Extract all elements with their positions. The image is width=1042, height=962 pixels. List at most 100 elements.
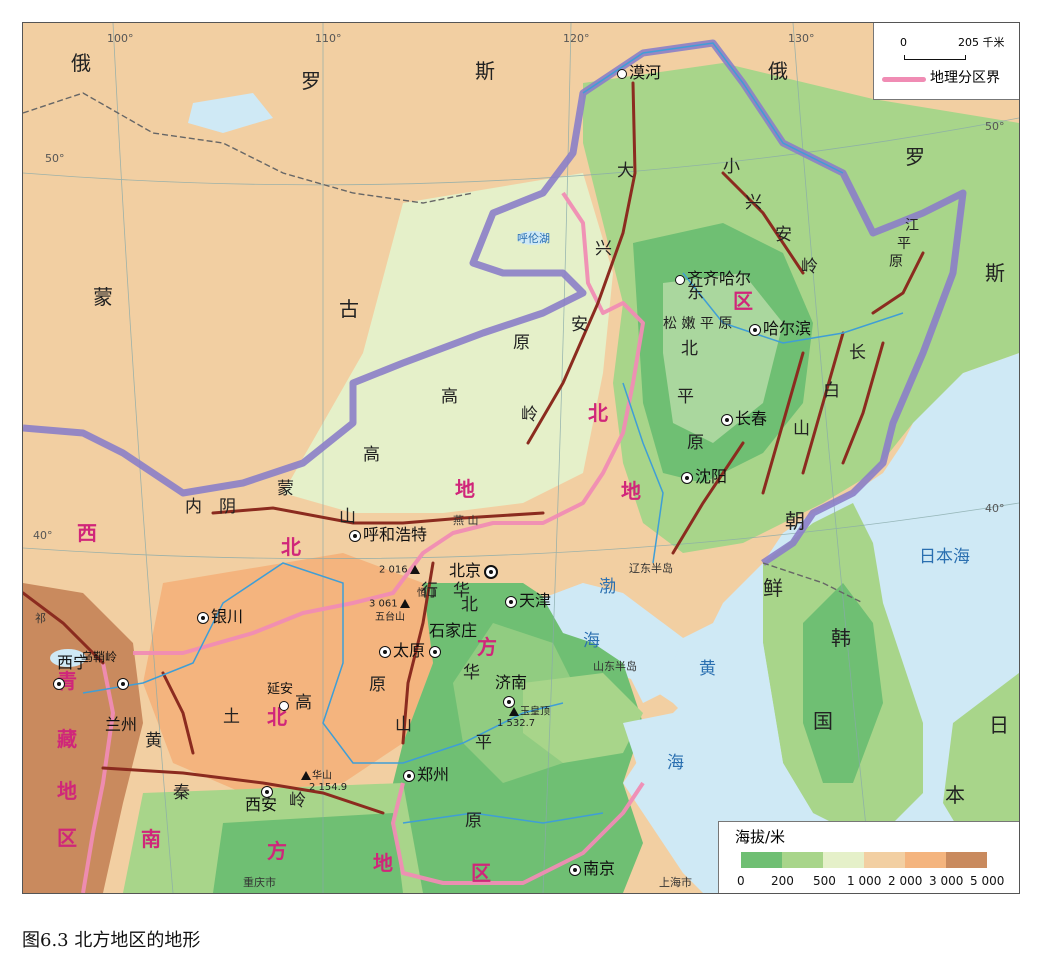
peak-icon bbox=[409, 565, 420, 574]
peak-icon bbox=[301, 771, 311, 780]
terrain-yanshan: 燕 山 bbox=[453, 514, 479, 527]
region-northwest-3: 北 bbox=[267, 705, 287, 729]
town-icon bbox=[279, 700, 289, 711]
boundary-swatch bbox=[882, 77, 926, 82]
country-russia-3: 斯 bbox=[475, 59, 495, 83]
elevation-tick-5: 3 000 bbox=[929, 874, 964, 888]
city-harbin: 哈尔滨 bbox=[749, 321, 811, 337]
river-huai bbox=[402, 812, 604, 824]
terrain-nmg-4: 高 bbox=[441, 387, 458, 407]
grid-label-100: 100° bbox=[107, 32, 134, 45]
country-russia-east-3: 斯 bbox=[985, 261, 1005, 285]
terrain-changbai-1: 长 bbox=[849, 343, 866, 363]
lake-baikal bbox=[188, 93, 273, 133]
city-changchun: 长春 bbox=[721, 411, 767, 427]
terrain-huabei-3: 华 bbox=[463, 663, 480, 683]
city-yanan: 延安 bbox=[267, 682, 294, 697]
terrain-nmg-2: 蒙 bbox=[277, 479, 294, 499]
terrain-liaodong: 辽东半岛 bbox=[629, 562, 673, 575]
elevation-tick-0: 0 bbox=[737, 874, 745, 888]
capital-icon bbox=[261, 785, 273, 798]
terrain-yinshan-2: 山 bbox=[339, 507, 356, 527]
terrain-dongbei-2: 北 bbox=[681, 339, 698, 359]
city-lanzhou-icon bbox=[117, 675, 131, 691]
terrain-qilian: 祁 bbox=[35, 612, 46, 625]
elevation-legend: 海拔/米 0 200 500 1 000 2 000 3 000 5 000 bbox=[718, 821, 1019, 893]
elevation-swatch-3 bbox=[823, 852, 864, 868]
sea-yellow-1: 黄 bbox=[699, 659, 716, 679]
sea-bohai-1: 渤 bbox=[599, 577, 616, 597]
city-mohe: 漠河 bbox=[617, 65, 661, 81]
river-songhua bbox=[682, 272, 904, 344]
landmass-japan bbox=[943, 673, 1019, 853]
city-chongqing: 重庆市 bbox=[243, 876, 276, 889]
city-qiqihar: 齐齐哈尔 bbox=[675, 271, 751, 287]
country-japan-2: 本 bbox=[945, 783, 965, 807]
terrain-huabei-2: 北 bbox=[461, 595, 478, 615]
terrain-changbai-3: 山 bbox=[793, 419, 810, 439]
ridge-taihang bbox=[401, 561, 435, 745]
peak-taishan: 玉皇顶 bbox=[509, 707, 550, 718]
terrain-dongbei-1: 东 bbox=[687, 283, 704, 303]
ridge-xiao-hinggan bbox=[721, 171, 805, 275]
city-xian: 西安 bbox=[245, 795, 278, 814]
grid-label-120: 120° bbox=[563, 32, 590, 45]
figure-caption: 图6.3 北方地区的地形 bbox=[22, 930, 201, 951]
ridge-liupan bbox=[161, 671, 195, 755]
capital-icon bbox=[349, 529, 361, 542]
grid-label-40w: 40° bbox=[33, 529, 53, 542]
terrain-huabei-1: 华 bbox=[453, 581, 470, 601]
elevation-swatch-1 bbox=[741, 852, 782, 868]
region-qt-3: 地 bbox=[57, 779, 77, 803]
capital-icon bbox=[403, 769, 415, 782]
map-frame: 100° 110° 120° 130° 50° 50° 40° 40° 俄 罗 … bbox=[22, 22, 1020, 894]
terrain-loess-2: 土 bbox=[223, 707, 240, 727]
ridge-da-hinggan bbox=[526, 81, 637, 445]
scale-zero: 0 bbox=[900, 36, 907, 49]
scale-legend-box: 0 205 千米 地理分区界 bbox=[873, 23, 1019, 100]
ridge-qilian bbox=[23, 591, 105, 665]
terrain-songnen: 松 嫩 平 原 bbox=[663, 316, 733, 332]
sea-japan: 日本海 bbox=[919, 547, 970, 567]
elevation-swatch-6 bbox=[946, 852, 987, 868]
region-south-4: 区 bbox=[471, 861, 491, 885]
sea-bohai-2: 海 bbox=[583, 631, 600, 651]
national-border bbox=[23, 39, 967, 566]
city-tianjin: 天津 bbox=[505, 593, 551, 609]
capital-icon bbox=[197, 611, 209, 624]
region-north-fang: 方 bbox=[477, 635, 497, 659]
lake-hulun-label: 呼伦湖 bbox=[517, 232, 550, 245]
peak-wutai: 3 061 bbox=[369, 599, 411, 610]
capital-icon bbox=[505, 595, 517, 608]
terrain-dongbei-4: 原 bbox=[687, 433, 704, 453]
terrain-dahinggan-3: 安 bbox=[571, 315, 588, 335]
elevation-tick-2: 500 bbox=[813, 874, 836, 888]
city-zhengzhou: 郑州 bbox=[403, 767, 449, 783]
boundary-legend-label: 地理分区界 bbox=[930, 70, 1000, 86]
capital-icon bbox=[379, 645, 391, 658]
qinghai-lake bbox=[50, 649, 86, 667]
region-north-label-2: 区 bbox=[733, 289, 753, 313]
city-xian-icon bbox=[261, 783, 275, 799]
capital-icon bbox=[721, 413, 733, 426]
terrain-xiaohinggan-1: 小 bbox=[723, 157, 740, 177]
town-icon bbox=[675, 274, 685, 285]
peak-wutai-name: 五台山 bbox=[375, 612, 405, 623]
country-russia-east-2: 罗 bbox=[905, 145, 925, 169]
city-beijing: 北京 bbox=[449, 563, 500, 579]
city-hohhot: 呼和浩特 bbox=[349, 527, 427, 543]
capital-icon bbox=[681, 471, 693, 484]
town-icon bbox=[617, 68, 627, 79]
peak-icon bbox=[399, 599, 410, 608]
elevation-tick-6: 5 000 bbox=[970, 874, 1005, 888]
terrain-sanjiang-2: 平 bbox=[897, 236, 911, 252]
terrain-xiaohinggan-2: 兴 bbox=[745, 193, 762, 213]
grid-label-130: 130° bbox=[788, 32, 815, 45]
region-qt-2: 藏 bbox=[57, 727, 77, 751]
terrain-dahinggan-4: 岭 bbox=[521, 405, 538, 425]
terrain-loess-4: 原 bbox=[369, 675, 386, 695]
country-mongolia-1: 蒙 bbox=[93, 285, 113, 309]
peak-xiaowutai: 2 016 bbox=[379, 565, 421, 576]
city-nanjing: 南京 bbox=[569, 861, 615, 877]
country-mongolia-2: 古 bbox=[339, 297, 359, 321]
